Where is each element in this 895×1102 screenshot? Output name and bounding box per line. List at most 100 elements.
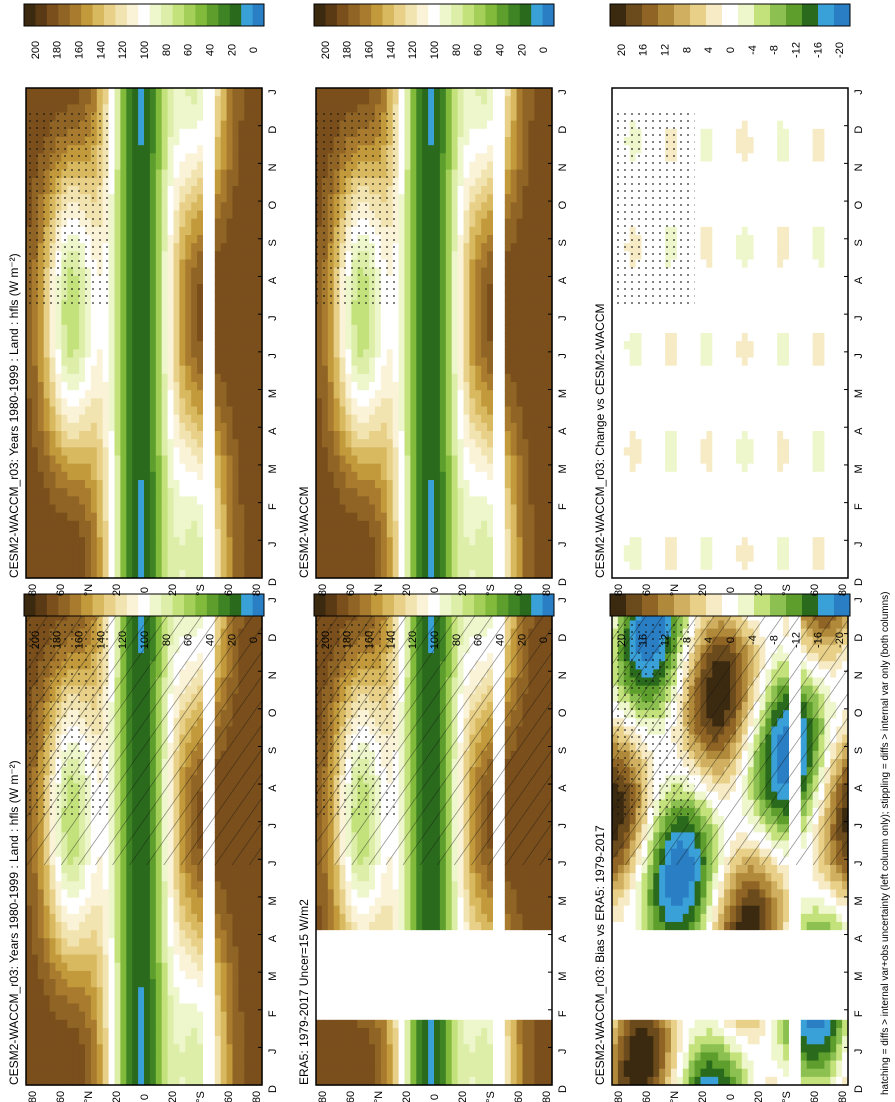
heatmap-cell	[120, 1044, 127, 1053]
heatmap-cell	[132, 496, 139, 506]
heatmap-cell	[191, 1044, 198, 1053]
heatmap-cell	[226, 471, 234, 481]
heatmap-cell	[220, 341, 228, 350]
heatmap-cell	[144, 970, 151, 980]
heatmap-cell	[203, 210, 210, 220]
heatmap-cell	[191, 161, 198, 171]
heatmap-cell	[173, 537, 180, 546]
heatmap-cell	[208, 889, 216, 899]
heatmap-cell	[132, 161, 139, 171]
heatmap-cell	[232, 398, 239, 408]
heatmap-cell	[114, 447, 121, 457]
heatmap-cell	[185, 553, 192, 563]
heatmap-cell	[114, 1052, 121, 1062]
heatmap-cell	[43, 897, 51, 907]
heatmap-cell	[155, 930, 163, 939]
heatmap-cell	[155, 382, 163, 391]
heatmap-cell	[149, 987, 157, 996]
heatmap-cell	[37, 398, 45, 408]
heatmap-cell	[144, 422, 151, 432]
heatmap-cell	[185, 349, 192, 359]
heatmap-cell	[85, 455, 92, 465]
heatmap-cell	[126, 1076, 133, 1086]
heatmap-cell	[220, 112, 228, 122]
heatmap-cell	[114, 251, 121, 261]
heatmap-cell	[144, 995, 151, 1005]
heatmap-cell	[250, 431, 257, 440]
heatmap-cell	[55, 1036, 62, 1045]
heatmap-cell	[61, 341, 68, 350]
heatmap-cell	[114, 864, 121, 874]
colorbar-swatch	[206, 594, 219, 616]
heatmap-cell	[191, 137, 198, 146]
heatmap-cell	[114, 88, 121, 97]
heatmap-cell	[179, 422, 186, 432]
heatmap-cell	[126, 128, 133, 138]
heatmap-cell	[191, 292, 198, 301]
heatmap-cell	[191, 488, 198, 497]
heatmap-cell	[96, 1068, 104, 1078]
heatmap-cell	[238, 202, 245, 212]
heatmap-cell	[238, 422, 245, 432]
heatmap-cell	[31, 382, 39, 391]
heatmap-cell	[161, 382, 169, 391]
heatmap-cell	[49, 447, 57, 457]
heatmap-cell	[232, 186, 239, 195]
heatmap-cell	[203, 873, 210, 882]
heatmap-cell	[73, 382, 80, 391]
heatmap-cell	[114, 226, 121, 236]
heatmap-cell	[114, 496, 121, 506]
heatmap-cell	[208, 1044, 216, 1053]
heatmap-cell	[226, 161, 234, 171]
heatmap-cell	[220, 1036, 228, 1045]
heatmap-cell	[232, 177, 239, 187]
heatmap-cell	[220, 1044, 228, 1053]
heatmap-cell	[55, 382, 62, 391]
heatmap-cell	[179, 382, 186, 391]
heatmap-cell	[108, 938, 116, 948]
heatmap-cell	[144, 545, 151, 555]
heatmap-cell	[26, 1068, 33, 1078]
heatmap-cell	[167, 520, 175, 530]
heatmap-cell	[256, 962, 263, 972]
heatmap-cell	[132, 414, 139, 424]
heatmap-cell	[167, 463, 175, 473]
heatmap-cell	[203, 913, 210, 923]
heatmap-cell	[114, 316, 121, 326]
heatmap-cell	[250, 545, 257, 555]
colorbar-swatch	[58, 4, 71, 26]
heatmap-cell	[232, 161, 239, 171]
heatmap-cell	[167, 120, 175, 130]
heatmap-cell	[316, 873, 323, 882]
heatmap-cell	[238, 447, 245, 457]
heatmap-cell	[161, 235, 169, 244]
heatmap-cell	[132, 970, 139, 980]
heatmap-cell	[26, 324, 33, 334]
heatmap-cell	[26, 488, 33, 497]
heatmap-cell	[155, 177, 163, 187]
heatmap-cell	[220, 137, 228, 146]
heatmap-cell	[161, 414, 169, 424]
heatmap-cell	[126, 1052, 133, 1062]
latitude-tick-label: 60	[223, 1091, 235, 1102]
heatmap-cell	[102, 1019, 110, 1029]
heatmap-cell	[226, 235, 234, 244]
heatmap-cell	[208, 553, 216, 563]
heatmap-cell	[208, 913, 216, 923]
heatmap-cell	[144, 218, 151, 228]
heatmap-cell	[208, 987, 216, 996]
heatmap-cell	[37, 512, 45, 522]
heatmap-cell	[214, 169, 222, 179]
heatmap-cell	[144, 382, 151, 391]
heatmap-cell	[114, 308, 121, 318]
heatmap-cell	[85, 938, 92, 948]
heatmap-cell	[90, 922, 98, 931]
heatmap-cell	[108, 365, 116, 375]
heatmap-cell	[232, 365, 239, 375]
heatmap-cell	[232, 284, 239, 293]
heatmap-cell	[214, 373, 222, 383]
heatmap-cell	[49, 970, 57, 980]
heatmap-cell	[161, 1068, 169, 1078]
heatmap-cell	[161, 905, 169, 915]
heatmap-cell	[120, 488, 127, 497]
